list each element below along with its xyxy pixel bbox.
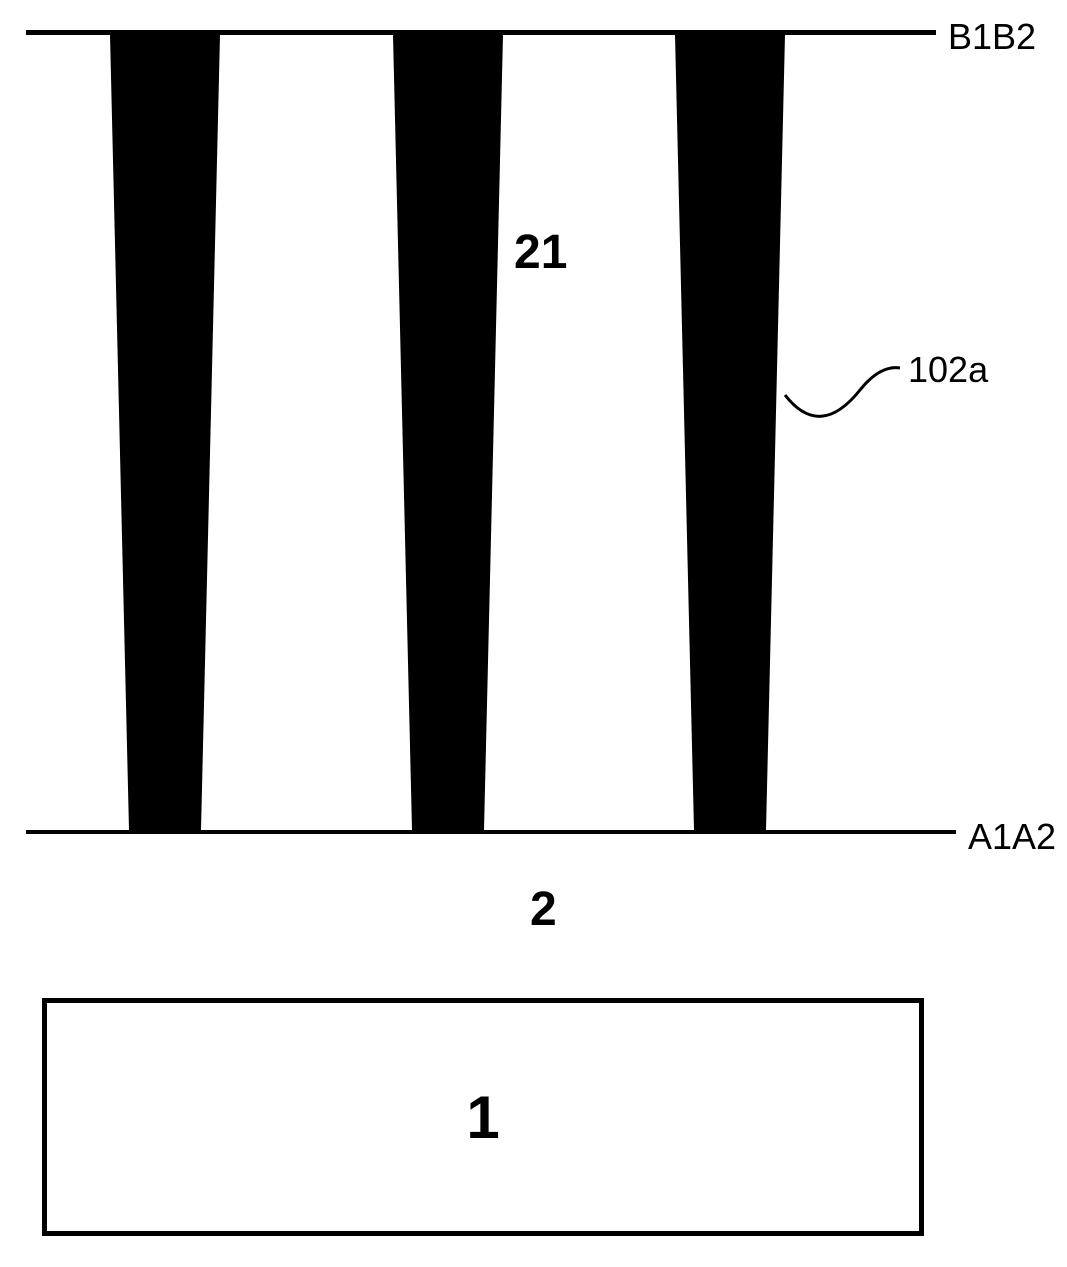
callout-label-102a: 102a: [908, 349, 988, 391]
substrate-box: 1: [42, 998, 924, 1236]
bottom-line-label: A1A2: [968, 816, 1056, 858]
region-label-2: 2: [530, 882, 557, 937]
bottom-boundary-line: [26, 830, 956, 834]
box-label-1: 1: [466, 1083, 499, 1152]
technical-diagram: B1B2 21 102a A1A2 2 1: [0, 0, 1067, 1267]
